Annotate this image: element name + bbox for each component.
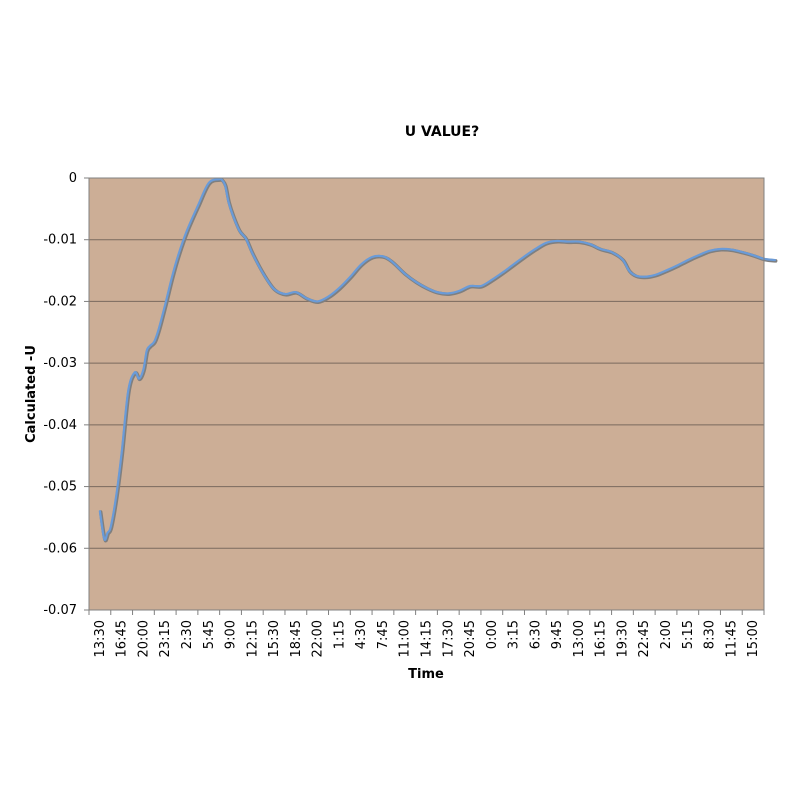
y-tick-label: -0.05	[43, 480, 77, 495]
y-tick-label: -0.04	[43, 418, 77, 433]
x-tick-label: 7:45	[376, 620, 391, 649]
x-tick-label: 5:15	[681, 620, 696, 649]
y-tick-label: -0.03	[43, 356, 77, 371]
gridlines	[89, 239, 764, 549]
x-tick-label: 8:30	[703, 620, 718, 649]
y-tick-label: -0.01	[43, 233, 77, 248]
x-tick-label: 9:00	[224, 620, 239, 649]
x-tick-label: 13:30	[93, 620, 108, 657]
y-tick-label: -0.02	[43, 294, 77, 309]
plot-border	[88, 177, 765, 611]
x-tick-label: 11:00	[398, 620, 413, 657]
x-tick-label: 2:30	[180, 620, 195, 649]
x-tick-label: 16:15	[594, 620, 609, 657]
x-axis-label: Time	[408, 667, 444, 682]
x-tick-label: 1:15	[332, 620, 347, 649]
x-tick-label: 23:15	[158, 620, 173, 657]
x-tick-label: 2:00	[659, 620, 674, 649]
series-line-group	[98, 177, 778, 543]
x-tick-label: 4:30	[354, 620, 369, 649]
x-tick-label: 22:00	[311, 620, 326, 657]
x-axis: 13:30 16:45 20:00 23:15 2:30 5:45 9:00 12:15 15:…	[88, 610, 765, 657]
x-tick-label: 19:30	[615, 620, 630, 657]
x-tick-label: 20:00	[136, 620, 151, 657]
x-tick-label: 9:45	[550, 620, 565, 649]
x-tick-label: 13:00	[572, 620, 587, 657]
y-axis: 0 -0.01 -0.02 -0.03 -0.04 -0.05 -0.06 -0.07	[43, 171, 89, 618]
x-tick-label: 0:00	[485, 620, 500, 649]
y-tick-label: -0.07	[43, 603, 77, 618]
plot-area	[89, 178, 764, 610]
x-tick-label: 20:45	[463, 620, 478, 657]
y-tick-label: 0	[69, 171, 77, 186]
series-line	[98, 177, 776, 541]
x-tick-label: 5:45	[202, 620, 217, 649]
x-tick-label: 16:45	[115, 620, 130, 657]
x-tick-label: 17:30	[441, 620, 456, 657]
x-tick-label: 15:30	[267, 620, 282, 657]
x-tick-label: 3:15	[507, 620, 522, 649]
y-axis-label: Calculated -U	[24, 345, 39, 443]
chart-title: U VALUE?	[405, 124, 479, 140]
x-tick-label: 14:15	[420, 620, 435, 657]
y-tick-label: -0.06	[43, 541, 77, 556]
x-tick-label: 22:45	[637, 620, 652, 657]
x-tick-label: 11:45	[724, 620, 739, 657]
x-tick-label: 15:00	[746, 620, 761, 657]
x-tick-label: 6:30	[528, 620, 543, 649]
x-tick-label: 12:15	[245, 620, 260, 657]
x-tick-label: 18:45	[289, 620, 304, 657]
